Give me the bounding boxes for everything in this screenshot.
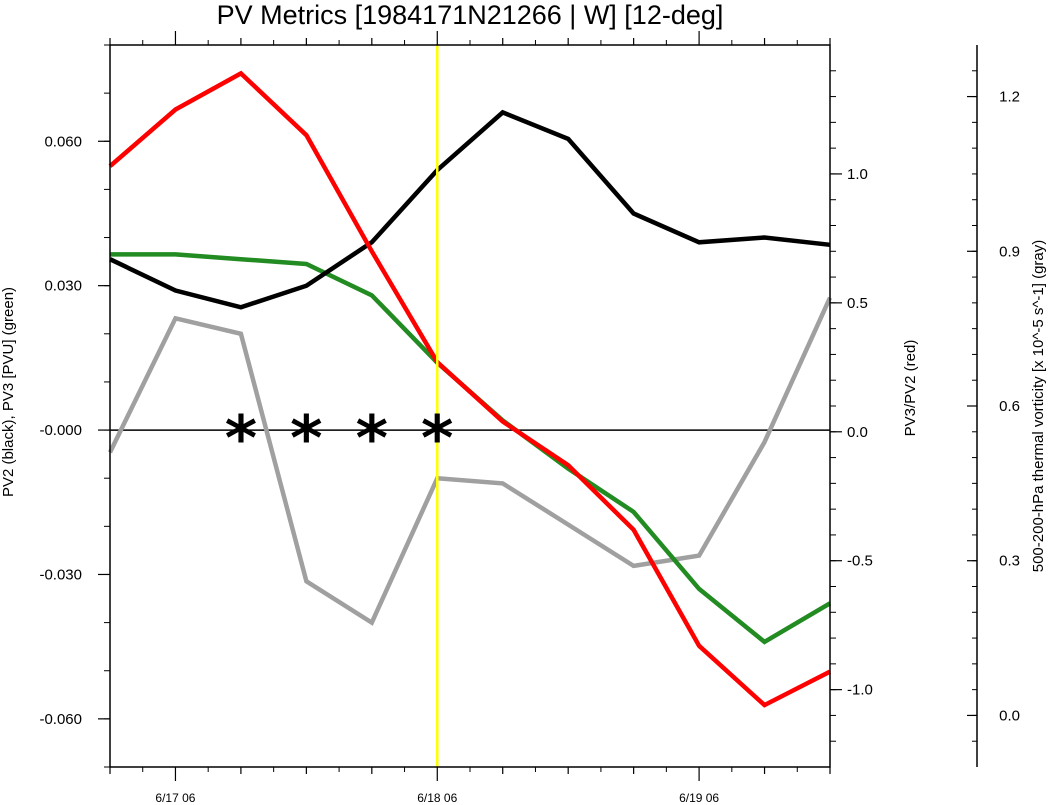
right-tick-label: -0.5 <box>847 553 873 570</box>
left-tick-label: -0.030 <box>39 566 82 583</box>
pv2-line <box>109 109 831 310</box>
left-tick-label: -0.060 <box>39 711 82 728</box>
pv3-pv2-ratio-line <box>108 70 832 708</box>
right-tick-label: 1.0 <box>847 166 868 183</box>
right-tick-label: -1.0 <box>847 682 873 699</box>
star-marker: * <box>356 402 388 475</box>
x-tick-label: 6/19 06 <box>679 791 719 805</box>
x-tick-label: 6/17 06 <box>155 791 195 805</box>
far-right-tick-label: 0.9 <box>999 243 1020 260</box>
right-tick-label: 0.5 <box>847 295 868 312</box>
pv3-line <box>110 252 832 645</box>
left-tick-label: 0.060 <box>44 133 82 150</box>
far-right-tick-label: 1.2 <box>999 89 1020 106</box>
axis-tick-labels: 0.060 0.030 -0.000 -0.030 -0.060 1.0 0.5 0.0 -0.… <box>39 89 1020 805</box>
right-axis-label: PV3/PV2 (red) <box>902 340 919 437</box>
left-axis-label: PV2 (black), PV3 [PVU] (green) <box>0 287 17 497</box>
far-right-tick-label: 0.0 <box>999 707 1020 724</box>
thermal-vorticity-line <box>107 296 833 626</box>
chart-title: PV Metrics [1984171N21266 | W] [12-deg] <box>217 0 724 30</box>
right-tick-label: 0.0 <box>847 424 868 441</box>
plot-frame <box>109 44 831 768</box>
star-marker: * <box>421 402 453 475</box>
axis-ticks <box>98 31 977 781</box>
far-right-tick-label: 0.3 <box>999 553 1020 570</box>
left-tick-label: 0.030 <box>44 278 82 295</box>
series-layer <box>107 70 833 708</box>
star-marker: * <box>225 402 257 475</box>
left-tick-label: -0.000 <box>39 422 82 439</box>
far-right-tick-label: 0.6 <box>999 398 1020 415</box>
x-tick-label: 6/18 06 <box>417 791 457 805</box>
star-marker: * <box>290 402 322 475</box>
star-markers: * * * * <box>225 402 454 475</box>
far-right-axis-label: 500-200-hPa thermal vorticity [x 10^-5 s… <box>1030 240 1047 573</box>
